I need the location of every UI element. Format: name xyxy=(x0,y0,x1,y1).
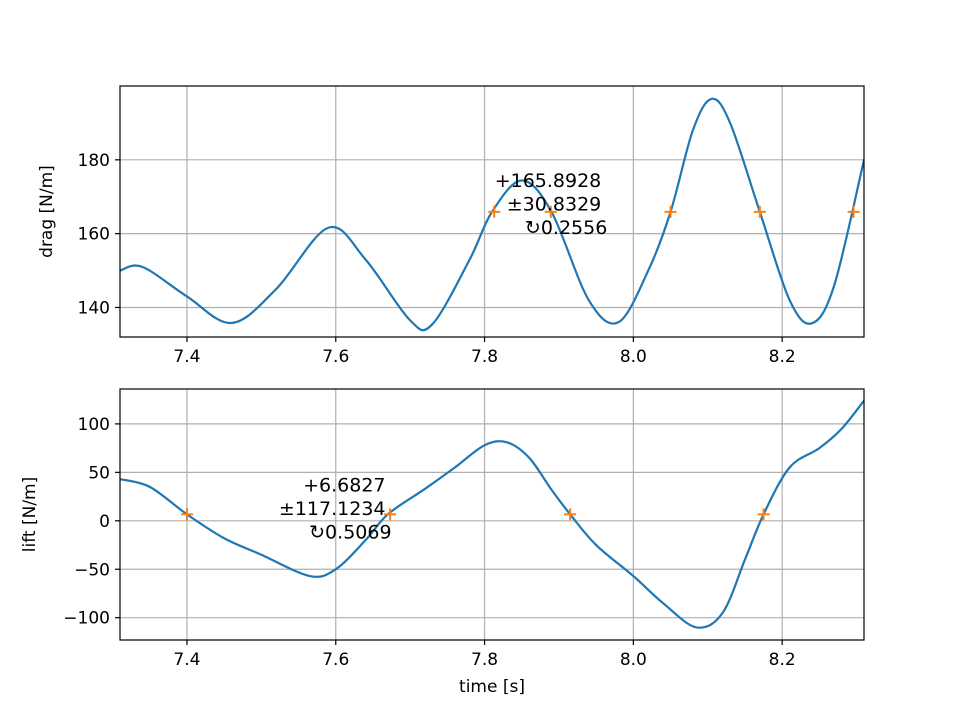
lift-y-tick-label: 0 xyxy=(99,512,110,532)
drag-y-axis-label: drag [N/m] xyxy=(37,165,57,258)
drag-crossing-marker xyxy=(488,205,501,218)
lift-x-tick-label: 7.6 xyxy=(322,650,349,670)
lift-y-tick-label: −50 xyxy=(74,560,110,580)
lift-crossing-marker xyxy=(384,508,397,521)
drag-grid xyxy=(120,86,864,337)
drag-crossing-marker xyxy=(753,205,766,218)
drag-crossing-marker xyxy=(847,205,860,218)
drag-x-tick-label: 7.6 xyxy=(322,347,349,367)
drag-x-tick-label: 7.4 xyxy=(173,347,200,367)
drag-axes-frame xyxy=(119,85,865,338)
lift-y-tick-label: 100 xyxy=(78,415,110,435)
lift-y-tick-label: −100 xyxy=(63,609,110,629)
drag-annotation: +165.8928 ±30.8329 ↻0.2556 xyxy=(495,170,608,239)
lift-y-tick-label: 50 xyxy=(88,463,110,483)
drag-series xyxy=(120,97,864,332)
drag-crossing-marker xyxy=(544,205,557,218)
lift-annotation-mean: +6.6827 xyxy=(303,475,385,497)
lift-x-tick-label: 7.4 xyxy=(173,650,200,670)
drag-crossing-marker xyxy=(664,205,677,218)
drag-ticks: 7.4 7.6 7.8 8.0 8.2 140 160 180 xyxy=(78,151,796,367)
lift-markers xyxy=(180,508,770,521)
lift-x-tick-label: 8.0 xyxy=(620,650,647,670)
drag-y-tick-label: 160 xyxy=(78,225,110,245)
drag-x-tick-label: 8.2 xyxy=(769,347,796,367)
lift-curve xyxy=(120,399,864,629)
lift-annotation-frequency: ↻0.5069 xyxy=(309,522,391,544)
lift-crossing-marker xyxy=(757,508,770,521)
lift-axes-frame xyxy=(119,388,865,641)
time-x-axis-label: time [s] xyxy=(459,677,525,697)
drag-subplot: 7.4 7.6 7.8 8.0 8.2 140 160 180 drag [N/m] +165… xyxy=(37,85,865,367)
lift-ticks: 7.4 7.6 7.8 8.0 8.2 −100 −50 0 50 100 xyxy=(63,415,795,670)
lift-crossing-marker xyxy=(564,508,577,521)
lift-crossing-marker xyxy=(180,508,193,521)
lift-annotation: +6.6827 ±117.1234 ↻0.5069 xyxy=(279,475,392,544)
lift-series xyxy=(120,399,864,629)
drag-y-tick-label: 180 xyxy=(78,151,110,171)
drag-x-tick-label: 8.0 xyxy=(620,347,647,367)
drag-annotation-frequency: ↻0.2556 xyxy=(525,217,607,239)
lift-x-tick-label: 7.8 xyxy=(471,650,498,670)
lift-grid xyxy=(120,389,864,640)
lift-x-tick-label: 8.2 xyxy=(769,650,796,670)
drag-annotation-mean: +165.8928 xyxy=(495,170,602,192)
drag-curve xyxy=(120,97,864,332)
drag-y-tick-label: 140 xyxy=(78,298,110,318)
drag-markers xyxy=(488,205,860,218)
lift-annotation-amplitude: ±117.1234 xyxy=(279,498,386,520)
drag-annotation-amplitude: ±30.8329 xyxy=(507,193,602,215)
drag-x-tick-label: 7.8 xyxy=(471,347,498,367)
lift-y-axis-label: lift [N/m] xyxy=(20,477,40,552)
